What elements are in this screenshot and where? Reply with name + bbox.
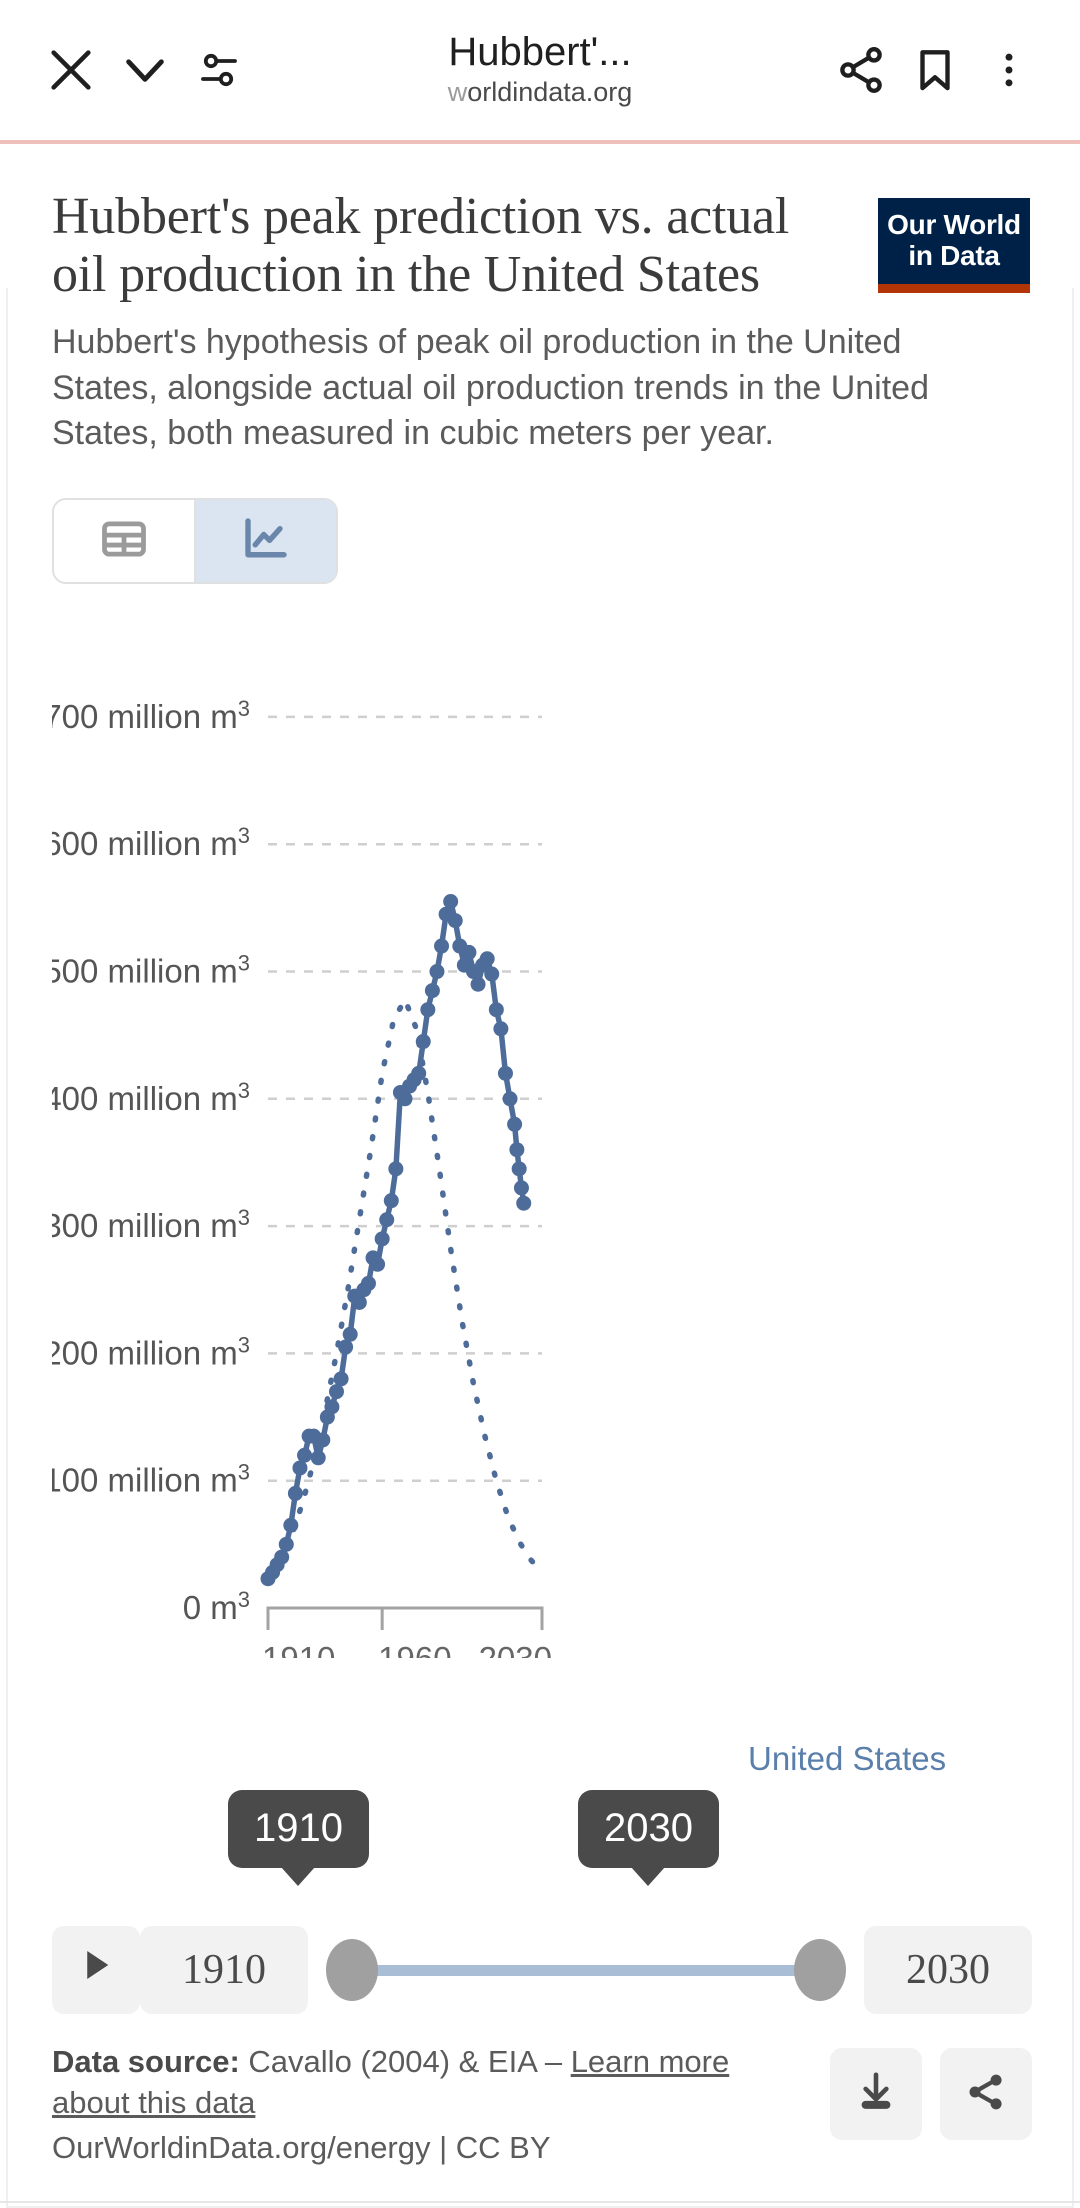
tune-icon: [195, 46, 243, 94]
timeline-handle-start[interactable]: [326, 1939, 378, 2001]
chart-view-tabs: [52, 498, 338, 585]
series-line-united-states: [265, 898, 527, 1582]
timeline-tooltip-end: 2030: [578, 1790, 719, 1886]
svg-text:400 million m3: 400 million m3: [52, 1078, 250, 1117]
owid-logo[interactable]: Our World in Data: [878, 198, 1030, 293]
source-value: Cavallo (2004) & EIA: [248, 2044, 537, 2079]
url-domain: orldindata.org: [467, 77, 633, 108]
play-icon: [75, 1944, 117, 1997]
download-icon: [853, 2069, 899, 2120]
tab-table[interactable]: [54, 500, 196, 583]
chart-footer: Data source: Cavallo (2004) & EIA – Lear…: [52, 2042, 1032, 2169]
chart-x-axis: [266, 1606, 544, 1631]
chart-svg[interactable]: 0 m3 100 million m3 200 million m3 300 mill…: [52, 618, 1052, 1658]
series-points-united-states: [260, 894, 532, 1587]
svg-text:1910: 1910: [262, 1640, 335, 1658]
svg-text:300 million m3: 300 million m3: [52, 1205, 250, 1244]
chart-page: Hubbert's peak prediction vs. actual oil…: [0, 144, 1080, 2208]
chart-action-buttons: [830, 2048, 1032, 2140]
table-icon: [98, 513, 150, 570]
page-title: Hubbert's peak prediction vs. actual oil…: [52, 188, 790, 304]
download-button[interactable]: [830, 2048, 922, 2140]
browser-page-title: Hubbert'...: [448, 31, 632, 74]
source-label: Data source:: [52, 2044, 240, 2079]
browser-toolbar: Hubbert'... worldindata.org: [0, 0, 1080, 140]
chart-x-axis-labels: 1910 1960 2030: [262, 1640, 552, 1658]
url-prefix: w: [447, 77, 468, 108]
owid-chart-card: Hubbert's peak prediction vs. actual oil…: [0, 144, 1080, 2165]
chart-y-axis-labels: 0 m3 100 million m3 200 million m3 300 mill…: [52, 696, 250, 1626]
chart-legend-united-states[interactable]: United States: [748, 1740, 947, 1777]
timeline-track: [354, 1964, 818, 1976]
timeline-tooltip-start: 1910: [228, 1790, 369, 1886]
more-vertical-icon: [987, 48, 1031, 92]
share-button-footer[interactable]: [940, 2048, 1032, 2140]
page-bottom-rule: [0, 2201, 1080, 2203]
owid-logo-line2: in Data: [908, 240, 1000, 272]
close-icon: [45, 44, 97, 96]
chart-subtitle: Hubbert's hypothesis of peak oil product…: [52, 323, 929, 452]
toolbar-divider: [0, 140, 1080, 144]
svg-text:200 million m3: 200 million m3: [52, 1333, 250, 1372]
svg-text:100 million m3: 100 million m3: [52, 1460, 250, 1499]
timeline-range-slider[interactable]: [326, 1926, 846, 2014]
play-button[interactable]: [52, 1926, 140, 2014]
bookmark-button[interactable]: [898, 33, 972, 107]
tab-chart[interactable]: [196, 500, 336, 583]
share-icon: [835, 44, 887, 96]
timeline-start-year[interactable]: 1910: [140, 1926, 308, 2014]
chart-header-row: Hubbert's peak prediction vs. actual oil…: [52, 188, 1040, 304]
share-button-toolbar[interactable]: [824, 33, 898, 107]
bookmark-icon: [910, 45, 960, 95]
close-button[interactable]: [34, 33, 108, 107]
svg-text:0 m3: 0 m3: [183, 1587, 250, 1626]
overflow-menu-button[interactable]: [972, 33, 1046, 107]
owid-logo-rule: [878, 283, 1030, 293]
share-icon: [964, 2070, 1008, 2119]
source-dash: –: [544, 2044, 563, 2079]
timeline-end-year[interactable]: 2030: [864, 1926, 1032, 2014]
chevron-down-icon: [117, 42, 173, 98]
svg-text:1960: 1960: [378, 1640, 451, 1658]
owid-logo-line1: Our World: [887, 209, 1021, 240]
collapse-button[interactable]: [108, 33, 182, 107]
chart-source-text: Data source: Cavallo (2004) & EIA – Lear…: [52, 2042, 752, 2169]
browser-url: worldindata.org: [448, 75, 633, 110]
timeline-handle-end[interactable]: [794, 1939, 846, 2001]
page-title-block[interactable]: Hubbert'... worldindata.org: [256, 31, 824, 110]
chart-plot-area: 0 m3 100 million m3 200 million m3 300 mill…: [52, 618, 1052, 1658]
line-chart-icon: [239, 512, 293, 571]
svg-text:600 million m3: 600 million m3: [52, 823, 250, 862]
chart-attribution: OurWorldinData.org/energy | CC BY: [52, 2129, 551, 2165]
timeline-controls: 1910 2030: [52, 1926, 1032, 2014]
owid-logo-box: Our World in Data: [878, 198, 1030, 284]
svg-text:2030: 2030: [479, 1640, 552, 1658]
page-settings-button[interactable]: [182, 33, 256, 107]
svg-text:700 million m3: 700 million m3: [52, 696, 250, 735]
svg-text:500 million m3: 500 million m3: [52, 951, 250, 990]
